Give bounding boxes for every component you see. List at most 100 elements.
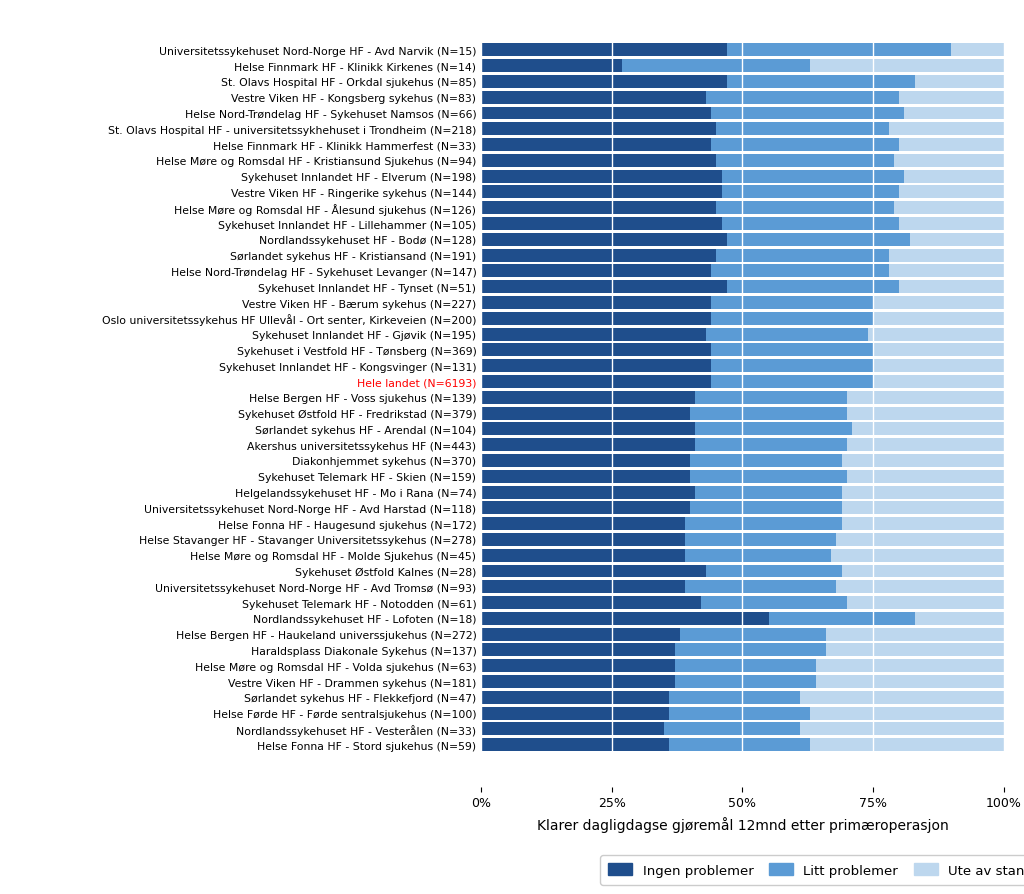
Bar (481, 218, 722, 231)
Bar (481, 249, 717, 262)
Bar (847, 596, 1004, 610)
Bar (951, 45, 1004, 57)
Bar (717, 155, 894, 168)
Bar (847, 470, 1004, 483)
Bar (481, 202, 717, 215)
Bar (800, 722, 1004, 736)
Bar (842, 454, 1004, 468)
Bar (481, 454, 690, 468)
Bar (909, 233, 1004, 247)
Bar (706, 91, 899, 105)
Bar (481, 534, 685, 546)
Bar (872, 344, 1004, 357)
Bar (768, 612, 914, 625)
Bar (717, 202, 894, 215)
Bar (842, 518, 1004, 530)
Bar (717, 123, 889, 136)
Bar (815, 660, 1004, 672)
Bar (481, 139, 711, 152)
Bar (872, 359, 1004, 373)
Bar (706, 328, 867, 342)
Bar (810, 60, 1004, 73)
Bar (481, 45, 727, 57)
Bar (685, 581, 837, 594)
Bar (914, 612, 1004, 625)
Bar (831, 549, 1004, 562)
Bar (894, 202, 1004, 215)
Bar (481, 660, 675, 672)
Bar (481, 675, 675, 688)
Bar (675, 644, 826, 657)
Bar (800, 691, 1004, 704)
Bar (481, 344, 711, 357)
Bar (481, 738, 670, 751)
Bar (842, 486, 1004, 499)
Bar (481, 76, 727, 89)
Bar (842, 502, 1004, 515)
Bar (722, 218, 899, 231)
Bar (914, 76, 1004, 89)
Bar (481, 392, 695, 404)
Bar (722, 171, 904, 183)
Bar (889, 266, 1004, 278)
Bar (481, 281, 727, 294)
Bar (899, 186, 1004, 199)
Bar (872, 375, 1004, 389)
Bar (706, 565, 842, 578)
Bar (670, 691, 800, 704)
Bar (872, 297, 1004, 309)
Bar (842, 565, 1004, 578)
Bar (711, 344, 872, 357)
Bar (623, 60, 810, 73)
Bar (481, 691, 670, 704)
Bar (711, 266, 889, 278)
Bar (481, 233, 727, 247)
Bar (847, 407, 1004, 420)
Bar (727, 45, 951, 57)
Bar (481, 359, 711, 373)
Bar (481, 565, 706, 578)
Bar (481, 596, 700, 610)
Bar (837, 581, 1004, 594)
Bar (695, 392, 847, 404)
Bar (899, 218, 1004, 231)
Legend: Ingen problemer, Litt problemer, Ute av stand: Ingen problemer, Litt problemer, Ute av … (600, 856, 1024, 885)
Bar (727, 76, 914, 89)
Bar (837, 534, 1004, 546)
Bar (670, 707, 810, 720)
Bar (481, 518, 685, 530)
Bar (481, 155, 717, 168)
Bar (810, 707, 1004, 720)
Bar (690, 407, 847, 420)
Bar (894, 155, 1004, 168)
Bar (664, 722, 800, 736)
X-axis label: Klarer dagligdagse gjøremål 12mnd etter primæroperasjon: Klarer dagligdagse gjøremål 12mnd etter … (537, 816, 948, 832)
Bar (481, 549, 685, 562)
Bar (481, 707, 670, 720)
Bar (872, 313, 1004, 325)
Bar (481, 171, 722, 183)
Bar (481, 328, 706, 342)
Bar (695, 486, 842, 499)
Bar (904, 107, 1004, 121)
Bar (711, 375, 872, 389)
Bar (727, 281, 899, 294)
Bar (675, 675, 815, 688)
Bar (685, 549, 831, 562)
Bar (810, 738, 1004, 751)
Bar (675, 660, 815, 672)
Bar (899, 91, 1004, 105)
Bar (711, 107, 904, 121)
Bar (711, 297, 872, 309)
Bar (481, 297, 711, 309)
Bar (826, 644, 1004, 657)
Bar (899, 139, 1004, 152)
Bar (867, 328, 1004, 342)
Bar (904, 171, 1004, 183)
Bar (717, 249, 889, 262)
Bar (889, 123, 1004, 136)
Bar (481, 644, 675, 657)
Bar (481, 60, 623, 73)
Bar (481, 123, 717, 136)
Bar (481, 91, 706, 105)
